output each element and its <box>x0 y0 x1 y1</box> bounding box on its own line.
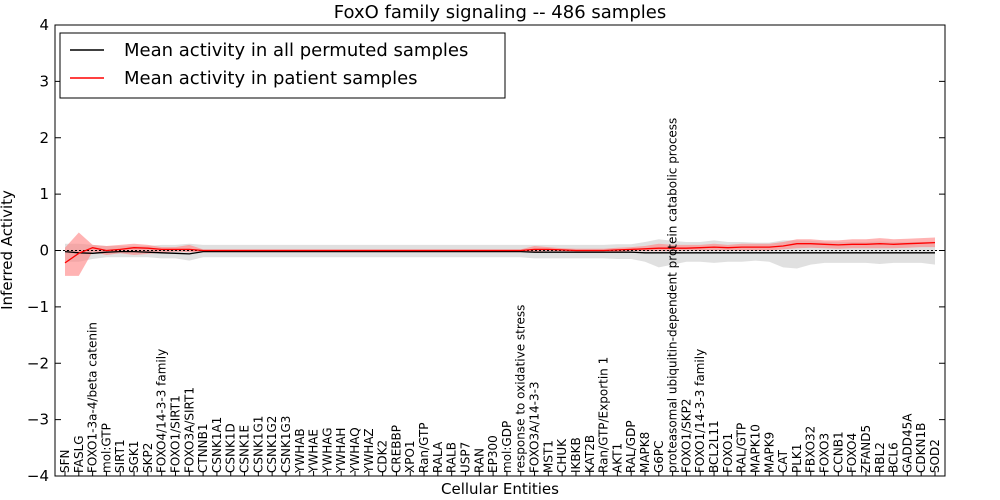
x-tick-label: Ran/GTP <box>417 422 431 473</box>
x-tick-label: CAT <box>776 449 790 473</box>
x-tick-label: GADD45A <box>900 413 914 473</box>
error-bands <box>65 232 935 276</box>
x-tick-label: CSNK1G2 <box>265 416 279 473</box>
x-axis-label: Cellular Entities <box>441 480 559 498</box>
x-tick-label: FOXO3A/SIRT1 <box>182 387 196 473</box>
x-tick-label: CSNK1D <box>224 423 238 473</box>
x-tick-label: MST1 <box>541 440 555 473</box>
y-tick-label: 1 <box>39 185 49 203</box>
x-tick-label: CSNK1E <box>238 425 252 473</box>
legend-label-permuted: Mean activity in all permuted samples <box>124 40 468 61</box>
x-tick-label: CSNK1G1 <box>251 416 265 473</box>
x-tick-label: mol:GTP <box>99 423 113 473</box>
x-tick-label: CTNNB1 <box>196 423 210 473</box>
x-tick-label: CSNK1G3 <box>279 416 293 473</box>
x-tick-label: EP300 <box>486 435 500 473</box>
y-axis: −4 −3 −2 −1 0 1 2 3 4 <box>27 16 945 485</box>
x-tick-label: BCL2L11 <box>707 420 721 473</box>
x-tick-label: XPO1 <box>403 440 417 473</box>
series-lines <box>64 241 936 264</box>
x-tick-label: FOXO1/SKP2 <box>679 398 693 473</box>
y-tick-label: −3 <box>27 411 49 429</box>
x-tick-label: FOXO3 <box>818 433 832 473</box>
x-tick-label: CHUK <box>555 438 569 473</box>
x-tick-label: YWHAH <box>334 428 348 474</box>
x-tick-label: G6PC <box>652 440 666 473</box>
legend: Mean activity in all permuted samples Me… <box>59 32 506 99</box>
x-tick-label: SOD2 <box>928 439 942 473</box>
x-tick-label: RAN <box>472 448 486 473</box>
x-tick-label: Ran/GTP/Exportin 1 <box>597 357 611 473</box>
x-tick-label: MAPK9 <box>762 432 776 473</box>
x-tick-label: SGK1 <box>127 441 141 473</box>
y-tick-label: 3 <box>39 72 49 90</box>
x-tick-label: YWHAZ <box>362 428 376 474</box>
series-line-permuted <box>64 250 935 255</box>
chart-title: FoxO family signaling -- 486 samples <box>334 2 666 23</box>
y-axis-label: Inferred Activity <box>0 190 16 310</box>
x-tick-label: MAPK10 <box>749 424 763 473</box>
x-tick-label: SFN <box>58 450 72 474</box>
x-axis: SFN FASLG FOXO1-3a-4/beta catenin mol:GTP SI… <box>58 118 942 476</box>
x-tick-label: RBL2 <box>873 442 887 473</box>
x-tick-label: KAT2B <box>583 435 597 473</box>
x-tick-label: RAL/GDP <box>624 420 638 473</box>
x-tick-label: YWHAG <box>320 427 334 474</box>
y-tick-label: −4 <box>27 467 49 485</box>
legend-label-patient: Mean activity in patient samples <box>124 68 418 89</box>
x-tick-label: PLK1 <box>790 444 804 473</box>
x-tick-label: FOXO1/14-3-3 family <box>693 349 707 473</box>
x-tick-label: YWHAQ <box>348 427 362 474</box>
x-tick-label: FOXO1 <box>721 433 735 473</box>
x-tick-label: FOXO1/SIRT1 <box>169 395 183 473</box>
x-tick-label: AKT1 <box>610 443 624 473</box>
y-tick-label: 2 <box>39 129 49 147</box>
x-tick-label: SIRT1 <box>113 439 127 473</box>
x-tick-label: RAL/GTP <box>735 423 749 473</box>
y-tick-label: 0 <box>39 242 49 260</box>
x-tick-label: FBXO32 <box>804 426 818 473</box>
x-tick-label: ZFAND5 <box>859 425 873 473</box>
legend-box <box>59 32 506 99</box>
x-tick-label: CCNB1 <box>831 431 845 473</box>
x-tick-label: CDK2 <box>376 440 390 473</box>
x-tick-label: FASLG <box>72 435 86 473</box>
y-tick-label: −1 <box>27 298 49 316</box>
x-tick-label: CDKN1B <box>914 423 928 473</box>
x-tick-label: MAPK8 <box>638 432 652 473</box>
x-tick-label: CREBBP <box>389 425 403 473</box>
x-tick-label: mol:GDP <box>500 421 514 473</box>
x-tick-label: BCL6 <box>887 442 901 473</box>
x-tick-label: SKP2 <box>141 443 155 473</box>
x-tick-label: FOXO4/14-3-3 family <box>155 349 169 473</box>
x-tick-label: RALB <box>445 442 459 473</box>
x-tick-label: FOXO3A/14-3-3 <box>528 381 542 473</box>
x-tick-label: USP7 <box>459 442 473 473</box>
x-tick-label: proteasomal ubiquitin-dependent protein … <box>666 118 680 473</box>
x-tick-label: FOXO4 <box>845 433 859 473</box>
series-line-patient <box>64 241 936 264</box>
x-tick-label: CSNK1A1 <box>210 417 224 473</box>
x-tick-label: YWHAE <box>307 429 321 474</box>
x-tick-label: IKBKB <box>569 437 583 473</box>
x-tick-label: YWHAB <box>293 428 307 474</box>
x-tick-label: RALA <box>431 441 445 473</box>
y-tick-label: 4 <box>39 16 49 34</box>
x-tick-label: FOXO1-3a-4/beta catenin <box>86 322 100 473</box>
y-tick-label: −2 <box>27 354 49 372</box>
x-tick-label: response to oxidative stress <box>514 305 528 473</box>
